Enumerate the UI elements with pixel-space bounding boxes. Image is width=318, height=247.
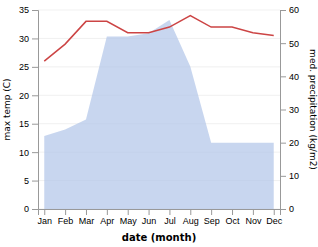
tick: 30 (280, 105, 299, 115)
tick-label: Jan (38, 216, 53, 226)
tick-mark (32, 152, 38, 153)
tick-mark (280, 76, 286, 77)
tick: 40 (280, 72, 299, 82)
tick: 0 (24, 204, 38, 214)
tick: 25 (19, 62, 38, 72)
tick: 60 (280, 5, 299, 15)
tick: 10 (19, 148, 38, 158)
tick: 0 (280, 204, 294, 214)
tick: Sep (204, 209, 220, 226)
tick: Feb (58, 209, 74, 226)
x-axis: Jan Feb Mar Apr May Jun Jul Aug Sep Oct Nov Dec (38, 209, 283, 226)
tick-mark (32, 10, 38, 11)
tick-mark (190, 209, 191, 215)
tick-label: Apr (100, 216, 114, 226)
tick: 30 (19, 34, 38, 44)
tick: 15 (19, 119, 38, 129)
x-axis-title: date (month) (122, 232, 196, 243)
tick-label: Mar (79, 216, 95, 226)
tick: Dec (266, 209, 283, 226)
y2-axis-line (281, 11, 287, 210)
tick-label: Jun (142, 216, 157, 226)
tick: Jan (38, 209, 53, 226)
plot: Jan Feb Mar Apr May Jun Jul Aug Sep Oct Nov Dec 0 5 10… (19, 5, 299, 226)
tick-label: 20 (289, 138, 299, 148)
chart: Jan Feb Mar Apr May Jun Jul Aug Sep Oct Nov Dec 0 5 10… (0, 0, 318, 247)
tick-mark (274, 209, 275, 215)
line (44, 16, 273, 61)
tick-label: 20 (19, 91, 29, 101)
tick-mark (280, 176, 286, 177)
tick-label: 0 (289, 204, 294, 214)
tick: 10 (280, 171, 299, 181)
tick-label: 25 (19, 62, 29, 72)
tick-label: 10 (289, 171, 299, 181)
tick-mark (32, 38, 38, 39)
tick-label: Dec (266, 216, 283, 226)
tick-mark (32, 67, 38, 68)
tick-mark (280, 110, 286, 111)
tick-mark (280, 10, 286, 11)
tick-mark (211, 209, 212, 215)
tick-mark (280, 143, 286, 144)
tick: Apr (100, 209, 114, 226)
tick: Aug (183, 209, 199, 226)
tick-label: 40 (289, 72, 299, 82)
y2-axis-title: med. precipitation (kg/m2) (308, 49, 318, 170)
tick: 5 (24, 176, 38, 186)
grid (38, 10, 280, 209)
y2-axis: 0 10 20 30 40 50 60 (280, 5, 299, 214)
tick-mark (32, 209, 38, 210)
tick-label: 50 (289, 39, 299, 49)
tick-mark (128, 209, 129, 215)
tick: Nov (245, 209, 262, 226)
y-axis-title: max temp (C) (2, 78, 12, 140)
tick: Jul (164, 209, 176, 226)
tick-label: 0 (24, 204, 29, 214)
tick: 20 (19, 91, 38, 101)
tick: 50 (280, 39, 299, 49)
tick-label: Sep (204, 216, 220, 226)
tick-mark (280, 209, 286, 210)
tick-mark (149, 209, 150, 215)
tick: 35 (19, 5, 38, 15)
tick-label: 60 (289, 5, 299, 15)
tick: Mar (79, 209, 95, 226)
tick-label: 10 (19, 148, 29, 158)
tick-mark (107, 209, 108, 215)
tick-label: Nov (245, 216, 262, 226)
tick-label: 30 (289, 105, 299, 115)
tick-mark (253, 209, 254, 215)
grid-line (38, 10, 280, 11)
area (44, 20, 273, 209)
tick-mark (280, 43, 286, 44)
tick-label: Oct (226, 216, 241, 226)
tick: Jun (142, 209, 157, 226)
y-axis: 0 5 10 15 20 25 30 35 (19, 5, 39, 214)
tick: Oct (226, 209, 241, 226)
tick-mark (65, 209, 66, 215)
tick-label: 15 (19, 119, 29, 129)
tick-mark (44, 209, 45, 215)
tick-mark (32, 124, 38, 125)
tick-label: Feb (58, 216, 74, 226)
tick-label: Aug (183, 216, 199, 226)
tick-label: 5 (24, 176, 29, 186)
tick-mark (86, 209, 87, 215)
tick: May (120, 209, 138, 226)
tick-label: 30 (19, 34, 29, 44)
tick-label: May (120, 216, 138, 226)
tick-mark (169, 209, 170, 215)
tick-mark (32, 181, 38, 182)
tick: 20 (280, 138, 299, 148)
tick-label: Jul (164, 216, 176, 226)
tick-label: 35 (19, 5, 29, 15)
marks (44, 16, 273, 209)
tick-mark (232, 209, 233, 215)
tick-mark (32, 95, 38, 96)
y-axis-line (32, 11, 39, 210)
x-axis-line (39, 210, 281, 216)
